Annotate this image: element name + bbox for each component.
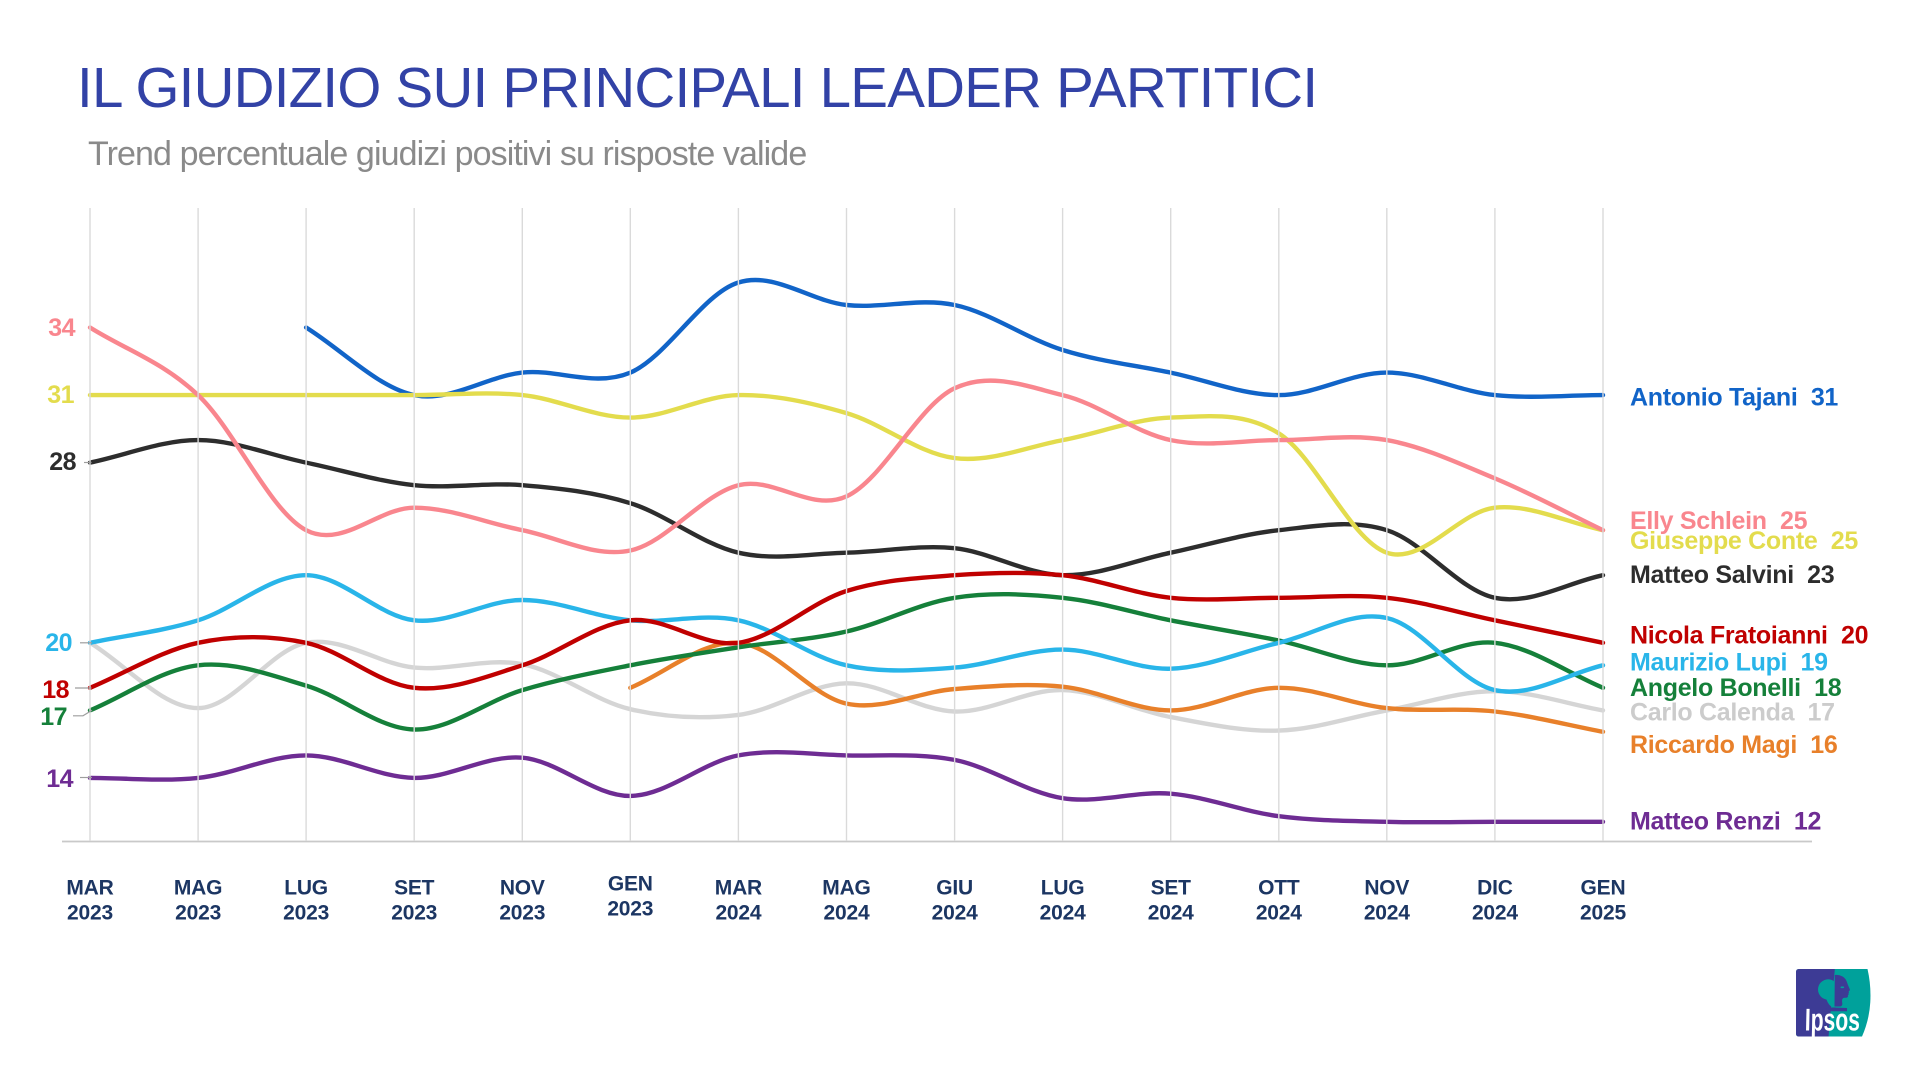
svg-text:SET: SET xyxy=(394,877,435,900)
svg-text:MAR: MAR xyxy=(715,877,762,900)
svg-text:2024: 2024 xyxy=(1148,901,1194,924)
svg-text:GEN: GEN xyxy=(608,873,653,896)
svg-text:DIC: DIC xyxy=(1477,877,1513,900)
svg-text:Nicola Fratoianni 20: Nicola Fratoianni 20 xyxy=(1630,622,1868,650)
svg-text:2023: 2023 xyxy=(175,901,221,924)
svg-text:Matteo Renzi 12: Matteo Renzi 12 xyxy=(1630,808,1821,836)
svg-text:20: 20 xyxy=(45,629,72,657)
svg-text:NOV: NOV xyxy=(1364,877,1409,900)
svg-text:2024: 2024 xyxy=(1364,901,1410,924)
svg-text:Riccardo Magi 16: Riccardo Magi 16 xyxy=(1630,731,1837,759)
svg-text:2024: 2024 xyxy=(1472,901,1518,924)
svg-text:2024: 2024 xyxy=(715,901,761,924)
svg-text:GEN: GEN xyxy=(1581,877,1626,900)
svg-text:18: 18 xyxy=(42,676,69,704)
svg-text:2023: 2023 xyxy=(283,901,329,924)
svg-text:MAR: MAR xyxy=(66,877,113,900)
svg-text:34: 34 xyxy=(48,314,75,342)
svg-text:2023: 2023 xyxy=(391,901,437,924)
svg-text:2023: 2023 xyxy=(607,897,653,920)
svg-text:NOV: NOV xyxy=(500,877,545,900)
svg-text:2024: 2024 xyxy=(824,901,870,924)
svg-text:Giuseppe Conte 25: Giuseppe Conte 25 xyxy=(1630,527,1858,555)
svg-text:28: 28 xyxy=(49,448,76,476)
svg-text:2024: 2024 xyxy=(1256,901,1302,924)
svg-text:Angelo Bonelli 18: Angelo Bonelli 18 xyxy=(1630,674,1842,702)
svg-text:2025: 2025 xyxy=(1580,901,1626,924)
svg-text:2023: 2023 xyxy=(67,901,113,924)
svg-text:14: 14 xyxy=(46,765,73,793)
svg-text:Carlo Calenda 17: Carlo Calenda 17 xyxy=(1630,699,1835,727)
svg-text:2024: 2024 xyxy=(932,901,978,924)
svg-text:Matteo Salvini 23: Matteo Salvini 23 xyxy=(1630,561,1834,589)
svg-text:2023: 2023 xyxy=(499,901,545,924)
svg-text:2024: 2024 xyxy=(1040,901,1086,924)
svg-text:17: 17 xyxy=(40,703,67,731)
svg-text:GIU: GIU xyxy=(936,877,973,900)
svg-text:LUG: LUG xyxy=(284,877,328,900)
svg-text:LUG: LUG xyxy=(1041,877,1085,900)
svg-text:MAG: MAG xyxy=(822,877,870,900)
svg-text:Ipsos: Ipsos xyxy=(1804,1002,1860,1037)
svg-text:OTT: OTT xyxy=(1258,877,1300,900)
svg-text:Maurizio Lupi 19: Maurizio Lupi 19 xyxy=(1630,649,1828,677)
svg-text:MAG: MAG xyxy=(174,877,222,900)
svg-text:Elly Schlein 25: Elly Schlein 25 xyxy=(1630,507,1808,535)
svg-text:Antonio Tajani 31: Antonio Tajani 31 xyxy=(1630,384,1838,412)
svg-text:SET: SET xyxy=(1151,877,1192,900)
svg-text:31: 31 xyxy=(47,381,74,409)
